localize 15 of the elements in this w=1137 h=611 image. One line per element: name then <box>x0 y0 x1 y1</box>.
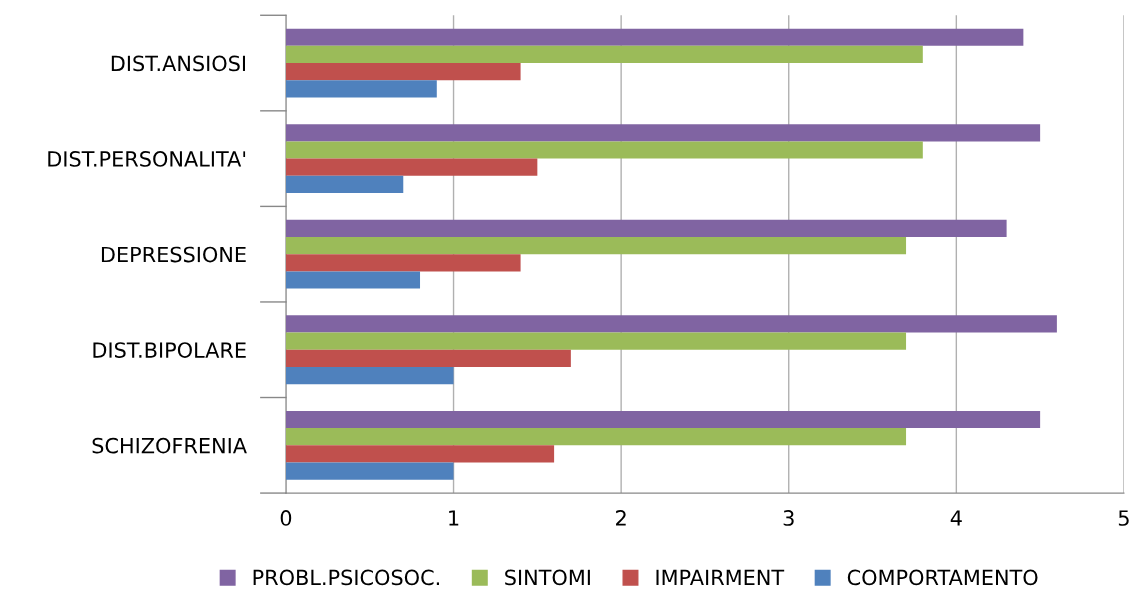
y-tick-label: DIST.BIPOLARE <box>93 342 246 358</box>
legend-label: PROBL.PSICOSOC. <box>253 569 439 586</box>
x-tick-label: 0 <box>280 510 292 526</box>
x-tick-label: 4 <box>950 510 962 526</box>
x-tick-label: 5 <box>1118 510 1129 526</box>
y-tick-label: SCHIZOFRENIA <box>92 437 247 454</box>
legend-label: SINTOMI <box>505 569 590 586</box>
legend-label: COMPORTAMENTO <box>847 569 1038 586</box>
x-tick-label: 2 <box>616 510 626 526</box>
y-tick-label: DEPRESSIONE <box>101 246 246 263</box>
x-tick-label: 3 <box>783 510 794 526</box>
x-tick-label: 1 <box>449 510 459 526</box>
y-tick-label: DIST.PERSONALITA' <box>48 151 246 167</box>
y-tick-label: DIST.ANSIOSI <box>111 55 246 72</box>
legend-label: IMPAIRMENT <box>656 569 785 585</box>
